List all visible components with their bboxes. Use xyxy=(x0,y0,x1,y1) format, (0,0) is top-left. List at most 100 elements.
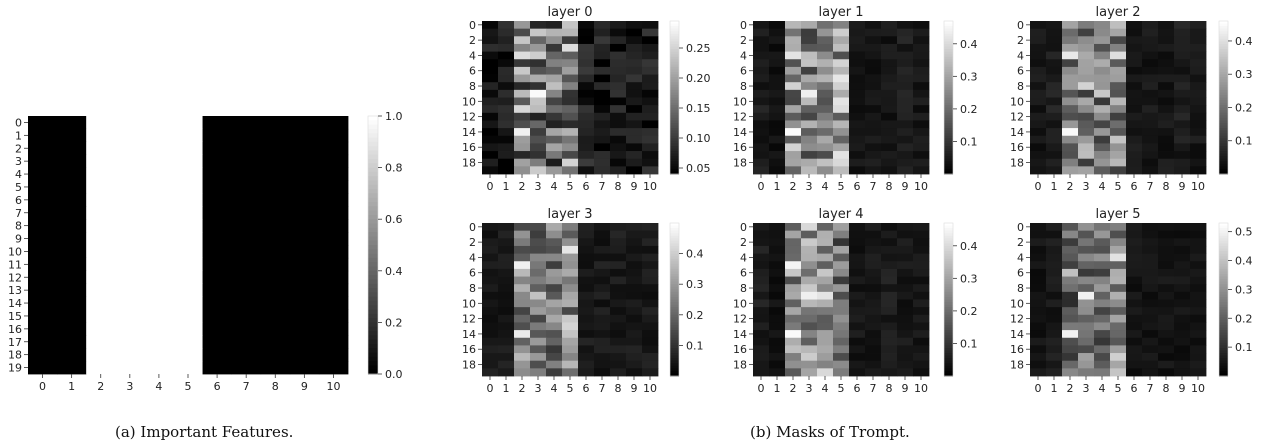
heatmap-cell xyxy=(1126,261,1143,270)
heatmap-cell xyxy=(610,261,627,270)
colorbar-segment xyxy=(944,145,953,149)
heatmap-cell xyxy=(1094,268,1111,277)
heatmap-cell xyxy=(546,143,563,152)
heatmap-cell xyxy=(1174,105,1191,114)
heatmap-cell xyxy=(753,307,770,316)
heatmap-cell xyxy=(785,261,802,270)
heatmap-cell xyxy=(1030,135,1047,144)
colorbar-segment xyxy=(944,263,953,267)
heatmap-cell xyxy=(594,158,611,167)
colorbar-segment xyxy=(368,120,378,126)
heatmap-cell xyxy=(318,348,349,362)
colorbar-segment xyxy=(670,135,679,139)
heatmap-cell xyxy=(1110,314,1127,323)
heatmap-cell xyxy=(1190,112,1207,121)
heatmap-cell xyxy=(1094,66,1111,75)
heatmap-cell xyxy=(498,97,515,106)
heatmap-cell xyxy=(769,322,786,331)
colorbar-segment xyxy=(670,166,679,170)
heatmap-cell xyxy=(865,253,882,262)
heatmap-cell xyxy=(546,223,563,232)
y-tick-label: 2 xyxy=(740,34,747,47)
heatmap-cell xyxy=(1142,284,1159,293)
x-tick-label: 4 xyxy=(1099,180,1106,193)
y-tick-label: 17 xyxy=(8,336,22,349)
heatmap-cell xyxy=(913,166,930,175)
heatmap-cell xyxy=(865,223,882,232)
colorbar-segment xyxy=(368,322,378,328)
colorbar-segment xyxy=(944,87,953,91)
heatmap-cell xyxy=(865,97,882,106)
colorbar-segment xyxy=(368,116,378,121)
colorbar-segment xyxy=(944,77,953,81)
heatmap-cell xyxy=(514,223,531,232)
colorbar-segment xyxy=(944,225,953,229)
heatmap-cell xyxy=(1110,112,1127,121)
heatmap-cell xyxy=(1030,112,1047,121)
heatmap-cell xyxy=(594,97,611,106)
heatmap-cell xyxy=(881,158,898,167)
heatmap-cell xyxy=(1046,120,1063,129)
heatmap-cell xyxy=(1078,291,1095,300)
heatmap-cell xyxy=(1126,322,1143,331)
heatmap-cell xyxy=(642,97,659,106)
heatmap-cell xyxy=(498,21,515,30)
heatmap-cell xyxy=(785,74,802,83)
colorbar-segment xyxy=(944,54,953,58)
colorbar-segment xyxy=(1219,66,1228,70)
colorbar-segment xyxy=(670,373,679,377)
heatmap-cell xyxy=(28,283,58,297)
heatmap-cell xyxy=(817,268,834,277)
heatmap-cell xyxy=(1126,253,1143,262)
heatmap-cell xyxy=(482,21,499,30)
heatmap-cell xyxy=(897,66,914,75)
heatmap-cell xyxy=(1078,307,1095,316)
x-tick-label: 9 xyxy=(1179,180,1186,193)
heatmap-cell xyxy=(642,261,659,270)
heatmap-cell xyxy=(785,253,802,262)
heatmap-cell xyxy=(865,299,882,308)
heatmap-cell xyxy=(626,299,643,308)
heatmap-cell xyxy=(1046,238,1063,247)
heatmap-cell xyxy=(1142,135,1159,144)
heatmap-cell xyxy=(817,360,834,369)
x-tick-label: 6 xyxy=(214,380,221,393)
heatmap-cell xyxy=(849,135,866,144)
heatmap-cell xyxy=(594,66,611,75)
heatmap-cell xyxy=(289,245,320,259)
heatmap-cell xyxy=(562,89,579,98)
heatmap-cell xyxy=(231,219,262,233)
colorbar-segment xyxy=(670,256,679,260)
x-tick-label: 1 xyxy=(1051,180,1058,193)
heatmap-cell xyxy=(1030,36,1047,45)
heatmap-cell xyxy=(1110,66,1127,75)
colorbar-segment xyxy=(670,72,679,76)
heatmap-cell xyxy=(57,309,87,323)
y-tick-label: 16 xyxy=(462,343,476,356)
heatmap-cell xyxy=(289,193,320,207)
heatmap-cell xyxy=(530,112,547,121)
heatmap-cell xyxy=(115,322,145,336)
heatmap-cell xyxy=(86,270,116,285)
colorbar-segment xyxy=(670,28,679,32)
heatmap-cell xyxy=(289,232,320,246)
heatmap-cell xyxy=(1078,166,1095,175)
heatmap-cell xyxy=(514,337,531,346)
heatmap-cell xyxy=(785,314,802,323)
heatmap-cell xyxy=(769,51,786,60)
heatmap-cell xyxy=(578,105,595,114)
heatmap-cell xyxy=(785,345,802,354)
heatmap-cell xyxy=(482,43,499,52)
heatmap-cell xyxy=(833,151,850,160)
heatmap-cell xyxy=(1158,82,1175,91)
heatmap-cell xyxy=(913,105,930,114)
heatmap-cell xyxy=(1142,82,1159,91)
heatmap-cell xyxy=(1126,166,1143,175)
heatmap-cell xyxy=(817,158,834,167)
colorbar-segment xyxy=(1219,112,1228,116)
heatmap-cell xyxy=(1030,337,1047,346)
heatmap-cell xyxy=(769,223,786,232)
heatmap-cell xyxy=(498,82,515,91)
heatmap-cell xyxy=(1030,89,1047,98)
colorbar-segment xyxy=(670,84,679,88)
